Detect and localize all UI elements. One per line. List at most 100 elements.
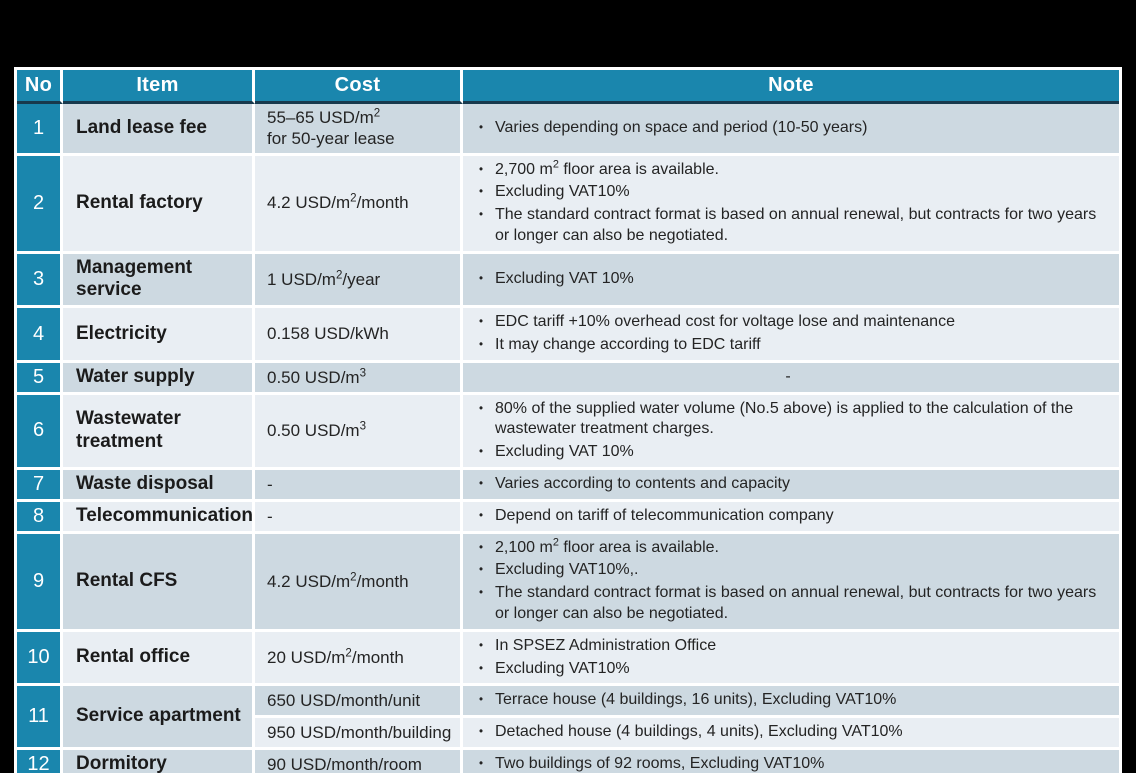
table-subrow: 950 USD/month/building • Detached house (… <box>17 718 1119 751</box>
note-line: • Two buildings of 92 rooms, Excluding VA… <box>467 753 1109 773</box>
note-line: • 2,100 m2 floor area is available. <box>467 537 1109 560</box>
note-cell: • 2,700 m2 floor area is available. • Excl… <box>463 155 1119 254</box>
superscript: 2 <box>345 647 352 660</box>
bullet-icon: • <box>478 121 484 134</box>
bullet-icon: • <box>478 564 484 577</box>
note-text: Excluding VAT10% <box>495 183 630 201</box>
note-cell: - <box>463 362 1119 395</box>
note-text: Excluding VAT 10% <box>495 270 634 288</box>
item-cell: Rental factory <box>63 155 255 254</box>
item-cell: Telecommunication <box>63 501 255 534</box>
item-cell: Service apartment <box>63 686 255 751</box>
superscript: 2 <box>335 269 343 282</box>
header-cost: Cost <box>255 70 463 104</box>
cost-cell: 0.50 USD/m3 <box>255 362 463 395</box>
item-cell: Management service <box>63 253 255 309</box>
note-text: EDC tariff +10% overhead cost for voltag… <box>495 313 955 331</box>
note-cell: • Varies depending on space and period (1… <box>463 104 1119 156</box>
row-number: 12 <box>17 750 63 773</box>
cost-cell: 4.2 USD/m2/month <box>255 533 463 632</box>
note-text: Excluding VAT 10% <box>495 443 634 461</box>
row-number: 10 <box>17 631 63 687</box>
note-line: • Excluding VAT10%,. <box>467 559 1109 582</box>
row-number: 11 <box>17 686 63 751</box>
row-number: 6 <box>17 394 63 471</box>
note-line: • The standard contract format is based o… <box>467 582 1109 626</box>
note-text: The standard contract format is based on… <box>495 206 1097 244</box>
note-line: • 2,700 m2 floor area is available. <box>467 159 1109 182</box>
table-row: 6 Wastewater treatment 0.50 USD/m3 • 80% … <box>17 394 1119 471</box>
bullet-icon: • <box>478 726 484 739</box>
row-number: 1 <box>17 104 63 156</box>
row-number: 3 <box>17 253 63 309</box>
cost-text: 0.50 USD/m <box>267 367 360 387</box>
note-line: • Detached house (4 buildings, 4 units), … <box>467 721 1109 744</box>
note-text: Terrace house (4 buildings, 16 units), E… <box>495 691 897 709</box>
header-item: Item <box>63 70 255 104</box>
cost-text-suffix: /year <box>342 269 381 289</box>
note-cell: • Terrace house (4 buildings, 16 units), … <box>463 686 1119 719</box>
cost-cell: 20 USD/m2/month <box>255 631 463 687</box>
note-line: • 80% of the supplied water volume (No.5 … <box>467 398 1109 442</box>
bullet-icon: • <box>478 339 484 352</box>
note-text: Detached house (4 buildings, 4 units), E… <box>495 723 903 741</box>
note-line: • It may change according to EDC tariff <box>467 334 1109 357</box>
cost-text-suffix: /month <box>351 648 404 668</box>
cost-text: 4.2 USD/m <box>267 571 351 591</box>
item-cell: Electricity <box>63 308 255 363</box>
note-cell: • 80% of the supplied water volume (No.5 … <box>463 394 1119 471</box>
table-row: 12 Dormitory 90 USD/month/room • Two buil… <box>17 750 1119 773</box>
item-cell: Water supply <box>63 362 255 395</box>
note-cell: • Depend on tariff of telecommunication c… <box>463 501 1119 534</box>
cost-text: 950 USD/month/building <box>267 723 452 742</box>
bullet-icon: • <box>478 273 484 286</box>
note-line: • EDC tariff +10% overhead cost for volta… <box>467 311 1109 334</box>
note-text: Excluding VAT10% <box>495 659 630 677</box>
cost-cell: 950 USD/month/building <box>255 718 463 751</box>
table-row: 8 Telecommunication - • Depend on tariff … <box>17 501 1119 534</box>
item-cell: Rental office <box>63 631 255 687</box>
cost-cell: 650 USD/month/unit <box>255 686 463 719</box>
note-text: In SPSEZ Administration Office <box>495 636 717 654</box>
note-line: • Excluding VAT 10% <box>467 441 1109 464</box>
cost-cell: 0.50 USD/m3 <box>255 394 463 471</box>
item-cell: Land lease fee <box>63 104 255 156</box>
note-text: Varies depending on space and period (10… <box>495 118 868 136</box>
note-text: It may change according to EDC tariff <box>495 336 761 354</box>
fee-table-container: No Item Cost Note 1 Land lease fee 55–65… <box>14 67 1122 773</box>
superscript: 2 <box>552 536 559 549</box>
row-number: 4 <box>17 308 63 363</box>
item-cell: Rental CFS <box>63 533 255 632</box>
item-cell: Waste disposal <box>63 470 255 502</box>
superscript: 2 <box>552 158 559 171</box>
cost-text: 20 USD/m <box>267 648 346 668</box>
cost-text: 0.50 USD/m <box>267 421 360 441</box>
note-text: Excluding VAT10%,. <box>495 561 639 579</box>
row-number: 2 <box>17 155 63 254</box>
note-line: • Excluding VAT10% <box>467 658 1109 681</box>
note-line: - <box>467 366 1109 389</box>
cost-text: 0.158 USD/kWh <box>267 324 389 344</box>
bullet-icon: • <box>478 163 484 176</box>
cost-text-suffix: /month <box>356 571 409 591</box>
note-text: 80% of the supplied water volume (No.5 a… <box>495 399 1074 438</box>
superscript: 2 <box>350 192 357 205</box>
cost-cell: - <box>255 470 463 502</box>
note-cell: • In SPSEZ Administration Office • Excludi… <box>463 631 1119 687</box>
note-line: • Varies depending on space and period (1… <box>467 117 1109 140</box>
note-line: • Terrace house (4 buildings, 16 units), … <box>467 689 1109 712</box>
superscript: 2 <box>350 570 357 583</box>
row-number: 5 <box>17 362 63 395</box>
superscript: 3 <box>359 366 367 379</box>
bullet-icon: • <box>478 402 484 415</box>
header-row: No Item Cost Note <box>17 70 1119 104</box>
cost-text-suffix: /month <box>356 193 409 213</box>
header-no: No <box>17 70 63 104</box>
item-cell: Dormitory <box>63 750 255 773</box>
superscript: 3 <box>359 420 367 433</box>
cost-cell: 1 USD/m2/year <box>255 253 463 309</box>
cost-text: - <box>267 506 273 526</box>
table-row: 4 Electricity 0.158 USD/kWh • EDC tariff … <box>17 308 1119 363</box>
cost-text: 55–65 USD/m <box>267 108 374 127</box>
